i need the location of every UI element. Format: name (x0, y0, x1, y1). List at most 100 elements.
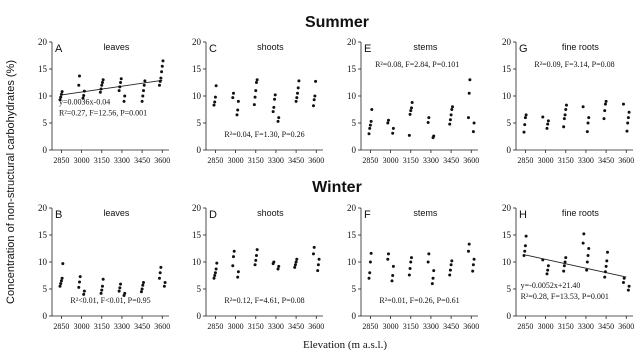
x-tick-label: 3300 (423, 322, 439, 331)
stats-annotation: y=-0.0052x+21.40 (521, 281, 581, 290)
data-point (254, 258, 258, 262)
data-point (626, 121, 630, 125)
data-point (159, 76, 163, 80)
data-point (60, 90, 64, 94)
x-tick-label: 3450 (134, 156, 150, 165)
data-point (522, 130, 526, 134)
data-point (231, 255, 235, 259)
data-point (316, 269, 320, 273)
data-point (448, 122, 452, 126)
stats-annotation: R²=0.28, F=13.53, P=0.001 (521, 292, 609, 301)
data-point (625, 129, 629, 133)
data-point (431, 276, 435, 280)
data-point (585, 260, 589, 264)
data-point (585, 268, 589, 272)
x-tick-label: 3600 (463, 322, 479, 331)
data-point (407, 133, 411, 137)
x-tick-label: 3450 (288, 156, 304, 165)
data-point (626, 116, 630, 120)
x-tick-label: 3000 (74, 322, 90, 331)
y-tick-label: 0 (43, 311, 48, 321)
panel-title: shoots (257, 208, 284, 218)
data-point (448, 273, 452, 277)
data-point (231, 96, 235, 100)
y-tick-label: 0 (352, 145, 357, 155)
data-point (545, 126, 549, 130)
panel-letter: C (209, 43, 217, 55)
x-tick-label: 3150 (403, 322, 419, 331)
data-point (122, 99, 126, 103)
y-tick-label: 0 (197, 145, 202, 155)
panel-g: 0 5 10 15 20 2850 3000 3150 3300 3450 3600 G fine ro… (502, 37, 634, 165)
data-point (468, 78, 472, 82)
data-point (313, 94, 317, 98)
data-point (586, 121, 590, 125)
stats-annotation: R²=0.04, F=1.30, P=0.26 (224, 130, 304, 139)
data-point (467, 91, 471, 95)
y-tick-label: 15 (38, 64, 48, 74)
y-tick-label: 0 (197, 311, 202, 321)
data-point (545, 272, 549, 276)
data-point (563, 260, 567, 264)
data-point (118, 286, 122, 290)
x-tick-label: 2850 (517, 322, 533, 331)
data-point (430, 282, 434, 286)
data-point (236, 270, 240, 274)
x-tick-label: 3450 (598, 156, 614, 165)
data-point (163, 281, 167, 285)
panel-letter: F (364, 209, 371, 221)
x-tick-label: 3600 (618, 156, 634, 165)
y-tick-label: 5 (352, 118, 357, 128)
stats-annotation: R²=0.09, F=3.14, P=0.08 (534, 60, 614, 69)
data-point (123, 291, 127, 295)
data-point (386, 257, 390, 261)
panel-title: fine roots (562, 42, 600, 52)
stats-annotation: R²<0.01, F<0.01, P=0.95 (70, 296, 150, 305)
data-point (159, 265, 163, 269)
data-point (410, 100, 414, 104)
data-point (426, 260, 430, 264)
data-point (564, 108, 568, 111)
data-point (140, 287, 144, 291)
y-tick-label: 10 (192, 91, 202, 101)
x-tick-label: 3150 (94, 156, 110, 165)
data-point (368, 123, 372, 127)
data-point (627, 284, 631, 288)
data-point (271, 110, 275, 114)
data-point (449, 113, 453, 117)
data-point (82, 289, 86, 293)
data-point (253, 95, 257, 99)
data-point (523, 249, 527, 253)
data-point (563, 113, 567, 117)
y-tick-label: 0 (507, 145, 512, 155)
data-point (407, 273, 411, 277)
data-point (296, 91, 300, 95)
trend-line (61, 79, 163, 96)
data-point (409, 260, 413, 264)
data-point (604, 99, 608, 103)
panel-letter: D (209, 209, 217, 221)
data-point (99, 291, 103, 295)
data-point (81, 96, 85, 100)
data-point (273, 97, 277, 101)
y-tick-label: 5 (352, 284, 357, 294)
data-point (294, 260, 298, 264)
data-point (140, 99, 144, 103)
data-point (562, 264, 566, 268)
data-point (408, 266, 412, 270)
data-point (546, 119, 550, 123)
data-point (142, 89, 146, 93)
data-point (231, 91, 235, 95)
x-tick-label: 3150 (248, 156, 264, 165)
data-point (98, 90, 102, 94)
winter-title: Winter (312, 179, 362, 196)
data-point (450, 259, 454, 263)
data-point (213, 100, 217, 104)
data-point (255, 78, 259, 82)
data-point (276, 267, 280, 271)
data-point (448, 118, 452, 122)
data-point (61, 262, 65, 266)
data-point (213, 274, 217, 277)
x-tick-label: 3300 (578, 156, 594, 165)
